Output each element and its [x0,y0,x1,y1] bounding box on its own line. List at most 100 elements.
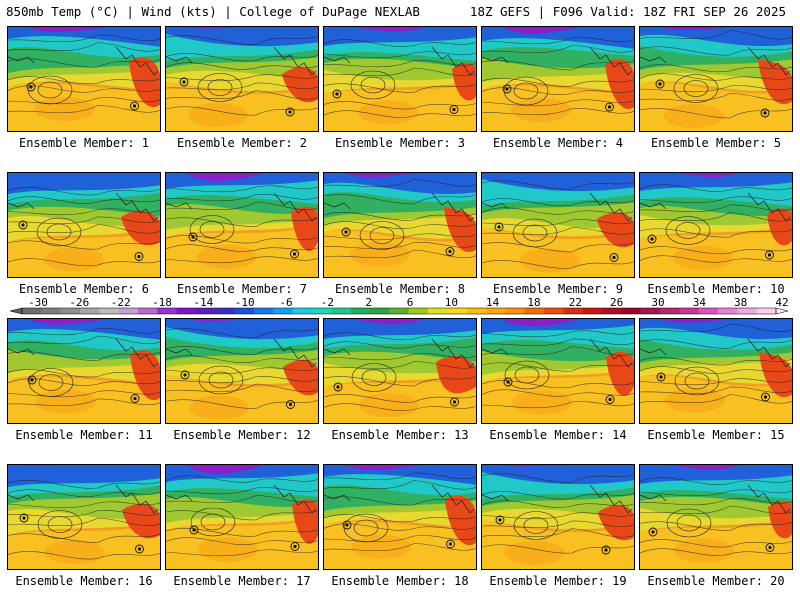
temperature-map [640,173,792,277]
temperature-map [324,465,476,569]
colorbar-tick-label: 38 [734,296,747,309]
colorbar-tick-label: 18 [527,296,540,309]
colorbar-swatch [679,308,699,314]
ensemble-member-panel: Ensemble Member: 4 [481,26,635,150]
colorbar-tick-label: -22 [111,296,131,309]
ensemble-member-panel: Ensemble Member: 9 [481,172,635,296]
ensemble-map [639,172,793,278]
ensemble-member-label: Ensemble Member: 17 [173,574,311,588]
colorbar-swatch [602,308,622,314]
temperature-map [8,27,160,131]
ensemble-member-label: Ensemble Member: 10 [647,282,785,296]
colorbar-tick-label: 10 [445,296,458,309]
colorbar-tick-label: -2 [321,296,334,309]
temperature-map [482,465,634,569]
colorbar-tick-label: -30 [28,296,48,309]
header-title-right: 18Z GEFS | F096 Valid: 18Z FRI SEP 26 20… [469,4,786,19]
ensemble-member-panel: Ensemble Member: 3 [323,26,477,150]
colorbar-swatch [698,308,719,314]
colorbar-swatch [60,308,81,314]
ensemble-member-label: Ensemble Member: 13 [331,428,469,442]
colorbar-swatch [447,308,467,314]
ensemble-map [165,26,319,132]
ensemble-member-label: Ensemble Member: 5 [650,136,782,150]
ensemble-member-panel: Ensemble Member: 8 [323,172,477,296]
colorbar-tick-label: -26 [69,296,89,309]
colorbar-tick-label: 42 [775,296,788,309]
ensemble-member-label: Ensemble Member: 1 [18,136,150,150]
ensemble-member-panel: Ensemble Member: 7 [165,172,319,296]
colorbar-swatch [273,308,293,314]
colorbar-swatch [408,308,429,314]
ensemble-member-panel: Ensemble Member: 5 [639,26,793,150]
ensemble-member-label: Ensemble Member: 8 [334,282,466,296]
colorbar-tick-label: -6 [279,296,292,309]
colorbar-swatch [138,308,158,314]
ensemble-member-label: Ensemble Member: 19 [489,574,627,588]
colorbar-swatch [466,308,487,314]
temperature-map [8,319,160,423]
ensemble-member-panel: Ensemble Member: 14 [481,318,635,442]
colorbar-swatch [370,308,390,314]
colorbar-swatch [176,308,197,314]
colorbar-tick-label: 22 [569,296,582,309]
ensemble-member-panel: Ensemble Member: 20 [639,464,793,588]
ensemble-map [639,464,793,570]
colorbar-swatch [41,308,61,314]
colorbar-swatch [505,308,525,314]
ensemble-member-panel: Ensemble Member: 11 [7,318,161,442]
colorbar-tick-label: 26 [610,296,623,309]
ensemble-map [639,26,793,132]
colorbar-swatch [22,308,42,314]
temperature-map [640,319,792,423]
ensemble-member-panel: Ensemble Member: 12 [165,318,319,442]
ensemble-member-panel: Ensemble Member: 10 [639,172,793,296]
temperature-map [324,173,476,277]
colorbar-swatch [118,308,139,314]
ensemble-member-label: Ensemble Member: 18 [331,574,469,588]
colorbar-swatch [80,308,100,314]
colorbar-swatch [292,308,313,314]
ensemble-member-label: Ensemble Member: 16 [15,574,153,588]
ensemble-map [323,172,477,278]
ensemble-member-label: Ensemble Member: 20 [647,574,785,588]
colorbar-swatch [157,308,177,314]
temperature-map [482,27,634,131]
ensemble-member-label: Ensemble Member: 15 [647,428,785,442]
ensemble-member-panel: Ensemble Member: 15 [639,318,793,442]
colorbar-tick-label: 2 [365,296,372,309]
temperature-map [166,27,318,131]
ensemble-member-label: Ensemble Member: 2 [176,136,308,150]
ensemble-member-label: Ensemble Member: 4 [492,136,624,150]
ensemble-map [481,464,635,570]
colorbar-tick-label: 34 [693,296,707,309]
ensemble-member-panel: Ensemble Member: 1 [7,26,161,150]
temperature-map [324,319,476,423]
ensemble-member-panel: Ensemble Member: 2 [165,26,319,150]
temperature-map [482,319,634,423]
colorbar-swatch [234,308,255,314]
ensemble-map [639,318,793,424]
ensemble-map [481,318,635,424]
colorbar-swatch [582,308,603,314]
ensemble-member-panel: Ensemble Member: 18 [323,464,477,588]
temperature-map [8,465,160,569]
colorbar-swatch [389,308,409,314]
colorbar-swatch [428,308,448,314]
ensemble-map [165,464,319,570]
ensemble-member-label: Ensemble Member: 9 [492,282,624,296]
ensemble-member-label: Ensemble Member: 6 [18,282,150,296]
colorbar-swatch [215,308,235,314]
colorbar-swatch [486,308,506,314]
colorbar-swatch [621,308,641,314]
ensemble-member-panel: Ensemble Member: 16 [7,464,161,588]
colorbar-swatch [312,308,332,314]
colorbar-tick-label: -18 [152,296,172,309]
ensemble-map [7,318,161,424]
ensemble-map [165,318,319,424]
temperature-colorbar: -30 -26 -22 -18 -14 -10 -6 -2 2 6 10 14 18 22 26 30 34 38… [9,296,789,315]
colorbar-swatch [737,308,757,314]
colorbar-swatch [331,308,351,314]
colorbar-swatch [640,308,661,314]
ensemble-map [7,26,161,132]
